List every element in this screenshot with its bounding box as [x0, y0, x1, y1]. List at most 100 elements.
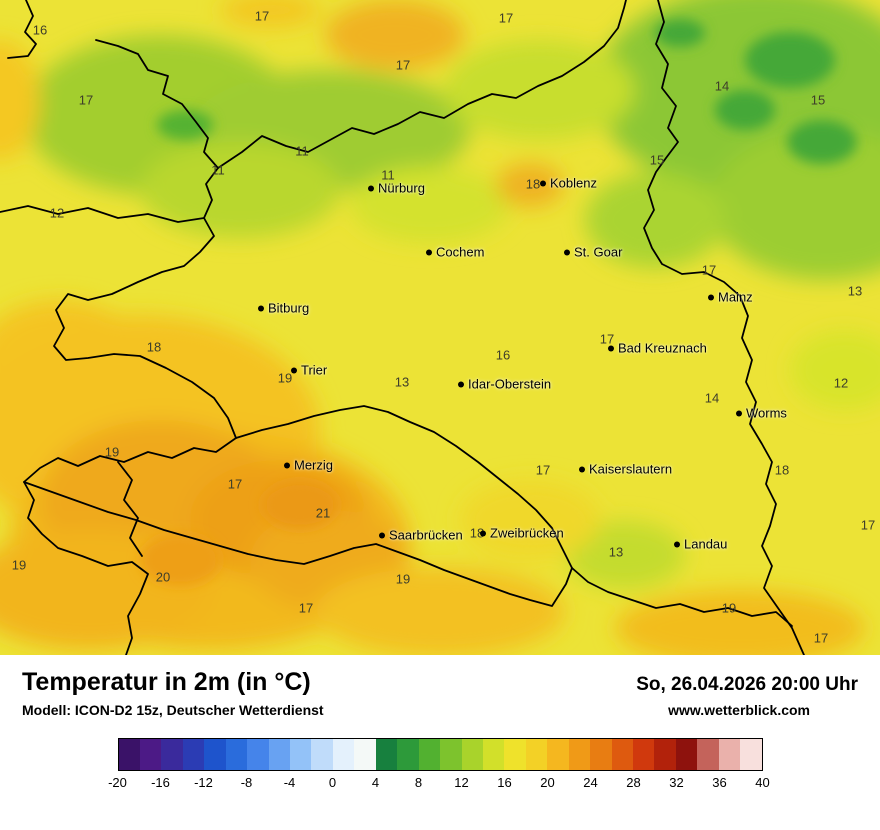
city-label: Bad Kreuznach [618, 340, 707, 356]
city-label: Saarbrücken [389, 527, 463, 543]
temperature-value: 11 [381, 167, 395, 183]
colorbar-tick-label: 8 [414, 775, 423, 790]
footer: Temperatur in 2m (in °C) So, 26.04.2026 … [0, 655, 880, 830]
temperature-value: 17 [701, 262, 717, 278]
city-dot-icon [426, 249, 432, 255]
colorbar-segment [461, 739, 483, 770]
colorbar-segment [290, 739, 312, 770]
colorbar-segment [611, 739, 633, 770]
city-label: Bitburg [268, 300, 310, 316]
temperature-value: 17 [395, 57, 411, 73]
temperature-value: 13 [608, 544, 624, 560]
temperature-value: 19 [395, 571, 411, 587]
city-dot-icon [736, 410, 742, 416]
temperature-value: 19 [11, 557, 27, 573]
city-dot-icon [458, 381, 464, 387]
city-dot-icon [564, 249, 570, 255]
city-marker: Idar-Oberstein [458, 377, 551, 392]
city-dot-icon [540, 180, 546, 186]
temperature-value: 16 [32, 22, 48, 38]
temperature-value: 21 [315, 505, 331, 521]
city-dot-icon [708, 294, 714, 300]
temperature-value: 17 [498, 10, 514, 26]
city-dot-icon [368, 185, 374, 191]
colorbar-segment [375, 739, 398, 770]
city-label: Landau [684, 536, 728, 552]
colorbar-segment [247, 739, 269, 770]
border-lines [0, 0, 805, 655]
city-label: St. Goar [574, 244, 623, 260]
temperature-value: 20 [155, 569, 171, 585]
temperature-value: 17 [860, 517, 876, 533]
colorbar-tick-label: 36 [712, 775, 727, 790]
colorbar-tick-label: 12 [454, 775, 469, 790]
temperature-value: 17 [535, 462, 551, 478]
city-label: Koblenz [550, 175, 597, 191]
colorbar-segment [418, 739, 441, 770]
city-label: Nürburg [378, 180, 425, 196]
city-label: Kaiserslautern [589, 461, 673, 477]
temperature-value: 18 [774, 462, 790, 478]
colorbar-tick-label: -4 [283, 775, 296, 790]
city-marker: Worms [736, 406, 787, 421]
city-marker: St. Goar [564, 245, 622, 260]
colorbar-tick-label: -20 [108, 775, 127, 790]
temperature-value: 19 [277, 370, 293, 386]
colorbar-segment [675, 739, 698, 770]
city-marker: Mainz [708, 290, 753, 305]
city-label: Cochem [436, 244, 485, 260]
city-dot-icon [480, 530, 486, 536]
city-marker: Merzig [284, 458, 333, 473]
colorbar-segment [139, 739, 162, 770]
colorbar-segment [525, 739, 548, 770]
colorbar-tick-label: -12 [194, 775, 213, 790]
colorbar-segment [204, 739, 226, 770]
colorbar-segment [161, 739, 183, 770]
city-label: Mainz [718, 289, 753, 305]
footer-title-row: Temperatur in 2m (in °C) So, 26.04.2026 … [0, 668, 880, 697]
colorbar-segment [740, 739, 762, 770]
temperature-value: 12 [49, 205, 65, 221]
model-info: Modell: ICON-D2 15z, Deutscher Wetterdie… [22, 702, 324, 718]
temperature-value: 11 [211, 162, 225, 178]
city-label: Worms [746, 405, 787, 421]
temperature-value: 13 [394, 374, 410, 390]
city-marker: Trier [291, 363, 327, 378]
city-dot-icon [258, 305, 264, 311]
colorbar-segments [117, 738, 763, 771]
colorbar-segment [547, 739, 569, 770]
website-label: www.wetterblick.com [668, 702, 810, 718]
city-marker: Koblenz [540, 176, 597, 191]
city-dot-icon [284, 462, 290, 468]
colorbar: -20 -16 -12 -8 -4 0 4 8 12 16 20 24 28 32 36 40 [108, 738, 770, 793]
city-marker: Bad Kreuznach [608, 341, 707, 356]
colorbar-segment [440, 739, 462, 770]
temperature-value: 18 [525, 176, 541, 192]
city-marker: Zweibrücken [480, 526, 564, 541]
page-title: Temperatur in 2m (in °C) [22, 668, 311, 696]
temperature-value: 17 [78, 92, 94, 108]
city-marker: Bitburg [258, 301, 309, 316]
city-dot-icon [674, 541, 680, 547]
colorbar-segment [225, 739, 248, 770]
colorbar-segment [482, 739, 505, 770]
city-label: Idar-Oberstein [468, 376, 552, 392]
colorbar-segment [633, 739, 655, 770]
temperature-value: 17 [298, 600, 314, 616]
city-dot-icon [291, 367, 297, 373]
map-graphic [0, 0, 880, 655]
temperature-value: 19 [104, 444, 120, 460]
colorbar-segment [268, 739, 290, 770]
colorbar-tick-label: 40 [755, 775, 770, 790]
temperature-value: 12 [833, 375, 849, 391]
colorbar-segment [590, 739, 612, 770]
city-label: Zweibrücken [490, 525, 564, 541]
temperature-value: 19 [721, 600, 737, 616]
colorbar-tick-label: 16 [497, 775, 512, 790]
forecast-datetime: So, 26.04.2026 20:00 Uhr [636, 674, 858, 695]
city-marker: Landau [674, 537, 727, 552]
colorbar-segment [311, 739, 333, 770]
colorbar-segment [354, 739, 376, 770]
colorbar-labels: -20 -16 -12 -8 -4 0 4 8 12 16 20 24 28 32 36 40 [108, 775, 770, 793]
city-dot-icon [379, 532, 385, 538]
